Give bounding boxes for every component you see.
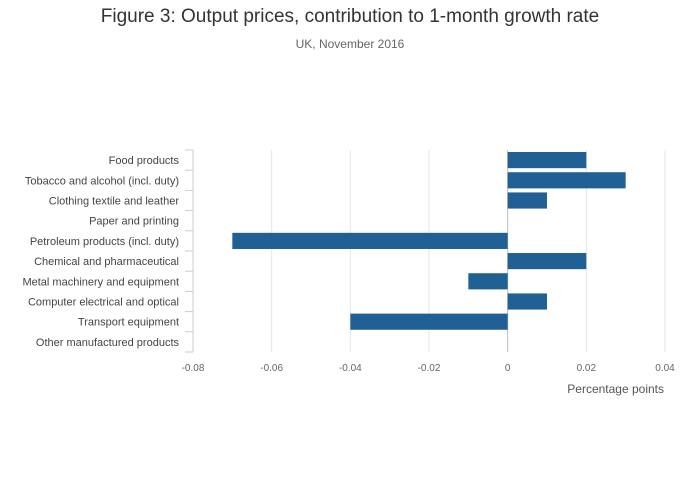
bar [468,273,508,290]
category-label: Petroleum products (incl. duty) [30,236,179,248]
category-label: Tobacco and alcohol (incl. duty) [25,175,179,187]
chart-subtitle: UK, November 2016 [295,37,405,51]
bar [507,152,587,169]
bar [507,192,547,209]
value-axis: -0.08 -0.06 -0.04 -0.02 0 0.02 0.04 [182,363,676,374]
x-tick-label: -0.08 [182,363,205,374]
x-axis-title: Percentage points [567,382,664,396]
x-tick-label: 0.02 [577,363,597,374]
bar [232,232,508,249]
category-label: Computer electrical and optical [28,297,179,309]
x-tick-label: -0.06 [260,363,283,374]
bars [232,152,626,330]
category-label: Chemical and pharmaceutical [34,256,179,268]
category-label: Food products [109,155,180,167]
x-tick-label: -0.02 [418,363,441,374]
category-label: Other manufactured products [36,337,180,349]
category-label: Transport equipment [78,317,179,329]
category-axis: Food products Tobacco and alcohol (incl. … [22,149,194,353]
category-label: Paper and printing [89,216,179,228]
bar [507,293,547,310]
x-tick-label: 0 [505,363,511,374]
x-tick-label: -0.04 [339,363,362,374]
category-label: Clothing textile and leather [49,196,180,208]
category-label: Metal machinery and equipment [22,276,179,288]
chart-title: Figure 3: Output prices, contribution to… [100,6,600,27]
x-tick-label: 0.04 [655,363,675,374]
bar [507,172,626,189]
bar [350,313,508,330]
bar [507,253,587,270]
